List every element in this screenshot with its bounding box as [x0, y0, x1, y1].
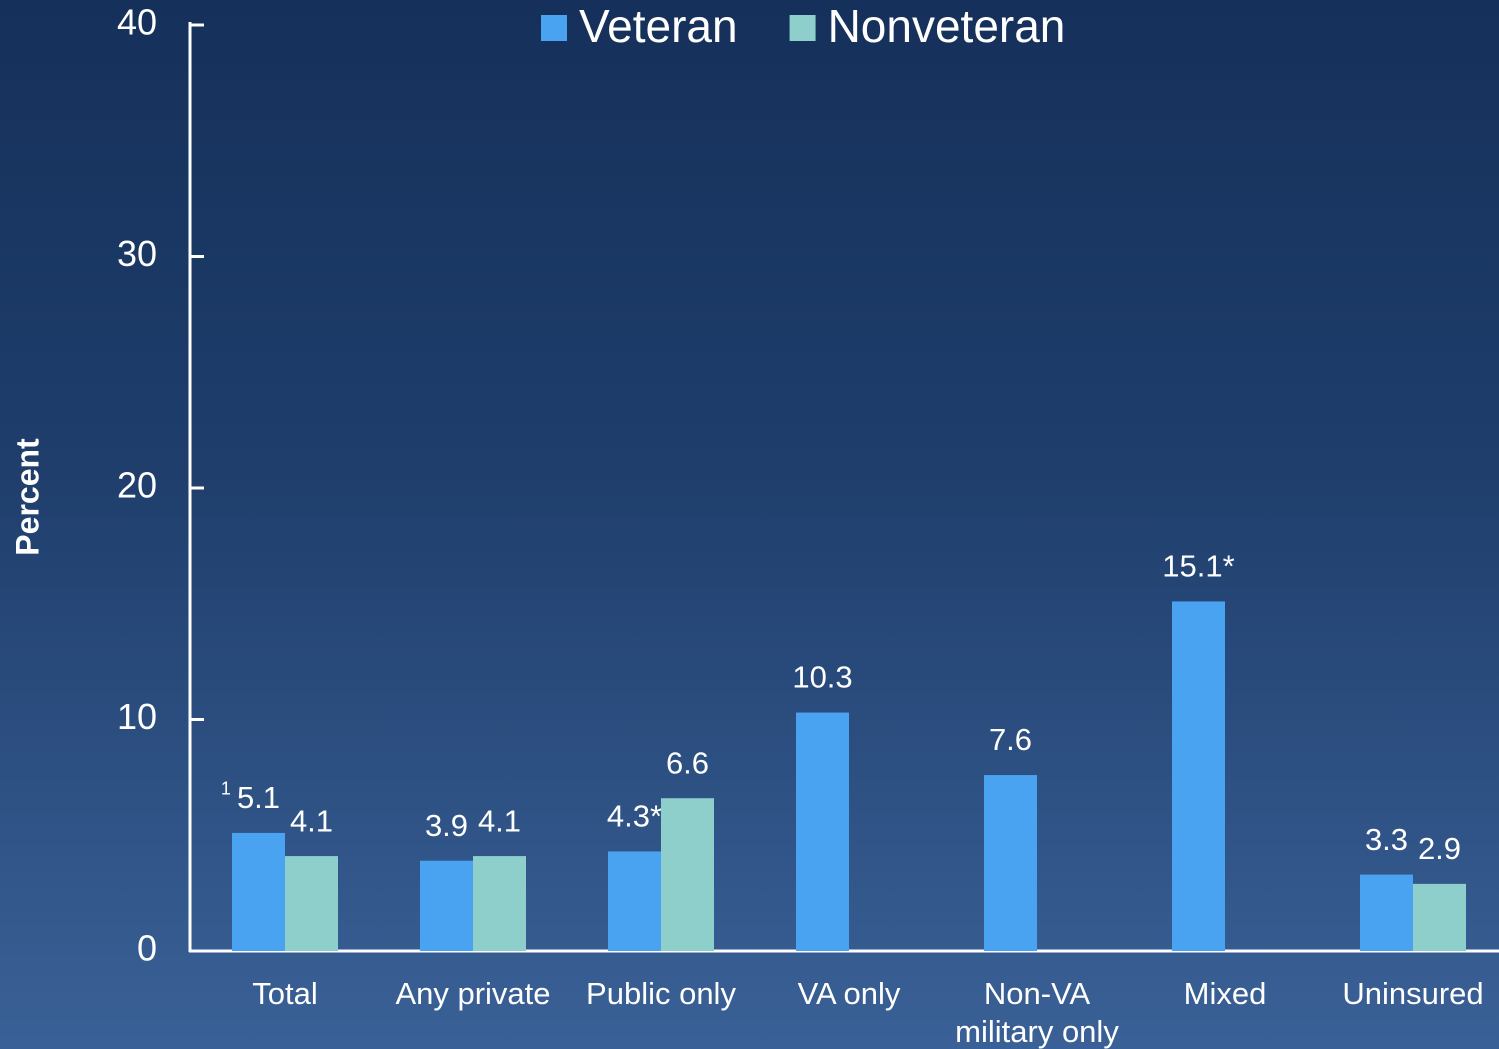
legend-label: Nonveteran [828, 0, 1066, 52]
x-tick-label: Any private [395, 976, 551, 1011]
data-label: 3.9 [425, 808, 468, 843]
bar [608, 851, 661, 951]
data-label: 15.1* [1162, 549, 1234, 584]
data-label: 4.1 [478, 803, 521, 838]
legend-swatch [789, 15, 816, 41]
legend-swatch [541, 15, 567, 41]
data-label: 4.3* [607, 799, 662, 834]
bar [1360, 874, 1413, 951]
legend-label: Veteran [579, 0, 738, 52]
data-label: 10.3 [792, 660, 852, 695]
bar [285, 856, 338, 951]
bar [984, 775, 1037, 951]
y-tick-label: 20 [117, 465, 157, 506]
x-tick-label: VA only [797, 976, 901, 1011]
x-tick-label: Total [252, 976, 318, 1011]
y-tick-label: 0 [137, 928, 157, 969]
data-label: 3.3 [1365, 822, 1408, 857]
data-label: 4.1 [290, 803, 333, 838]
data-label: 7.6 [989, 722, 1032, 757]
x-tick-label: Public only [586, 976, 736, 1011]
bar [1413, 883, 1466, 951]
y-axis-label: Percent [9, 438, 45, 556]
data-label: 2.9 [1418, 831, 1461, 866]
y-tick-label: 40 [117, 2, 157, 43]
bar [232, 832, 285, 951]
bar [1172, 601, 1225, 951]
x-tick-label: Non-VA military only [955, 976, 1119, 1049]
y-tick-label: 30 [117, 233, 157, 274]
bar [420, 860, 473, 951]
bar [473, 856, 526, 951]
y-tick-label: 10 [117, 696, 157, 737]
data-label: 5.1 [237, 780, 280, 815]
x-tick-label: Uninsured [1342, 976, 1484, 1011]
data-label: 6.6 [666, 745, 709, 780]
bar [661, 798, 714, 951]
bar [796, 712, 849, 951]
x-tick-label: Mixed [1183, 976, 1267, 1011]
footnote-marker: 1 [221, 779, 231, 799]
